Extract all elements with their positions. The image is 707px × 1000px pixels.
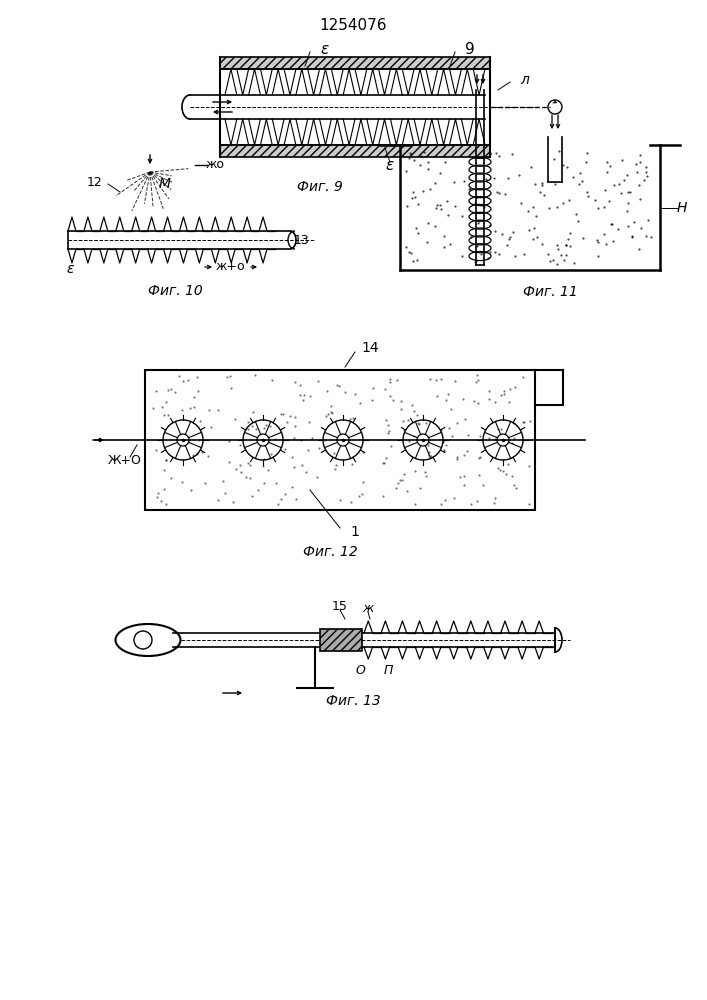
Text: П: П [383, 664, 392, 678]
Text: М: М [159, 177, 171, 191]
Text: жо: жо [206, 158, 225, 172]
Text: ε: ε [386, 157, 394, 172]
Text: Фиг. 13: Фиг. 13 [326, 694, 380, 708]
Text: Фиг. 12: Фиг. 12 [303, 545, 357, 559]
Text: О: О [355, 664, 365, 678]
Text: ε: ε [66, 262, 74, 276]
Text: Ж+О: Ж+О [108, 454, 142, 466]
Text: 13: 13 [294, 233, 310, 246]
Text: 14: 14 [361, 341, 379, 355]
Text: Фиг. 11: Фиг. 11 [522, 285, 578, 299]
Text: 12: 12 [87, 176, 103, 188]
Bar [220, 145, 490, 157]
Bar [320, 629, 362, 651]
Text: 1: 1 [351, 525, 359, 539]
Text: Н: Н [677, 201, 687, 215]
Text: л: л [520, 73, 530, 87]
Text: 15: 15 [332, 600, 348, 613]
Text: 1254076: 1254076 [320, 17, 387, 32]
Text: ε: ε [321, 41, 329, 56]
Text: ж: ж [363, 602, 373, 615]
Text: ж+о: ж+о [215, 260, 245, 273]
Bar [220, 57, 490, 69]
Text: Фиг. 10: Фиг. 10 [148, 284, 202, 298]
Text: 9: 9 [465, 41, 475, 56]
Bar [145, 370, 535, 510]
Text: Фиг. 9: Фиг. 9 [297, 180, 343, 194]
